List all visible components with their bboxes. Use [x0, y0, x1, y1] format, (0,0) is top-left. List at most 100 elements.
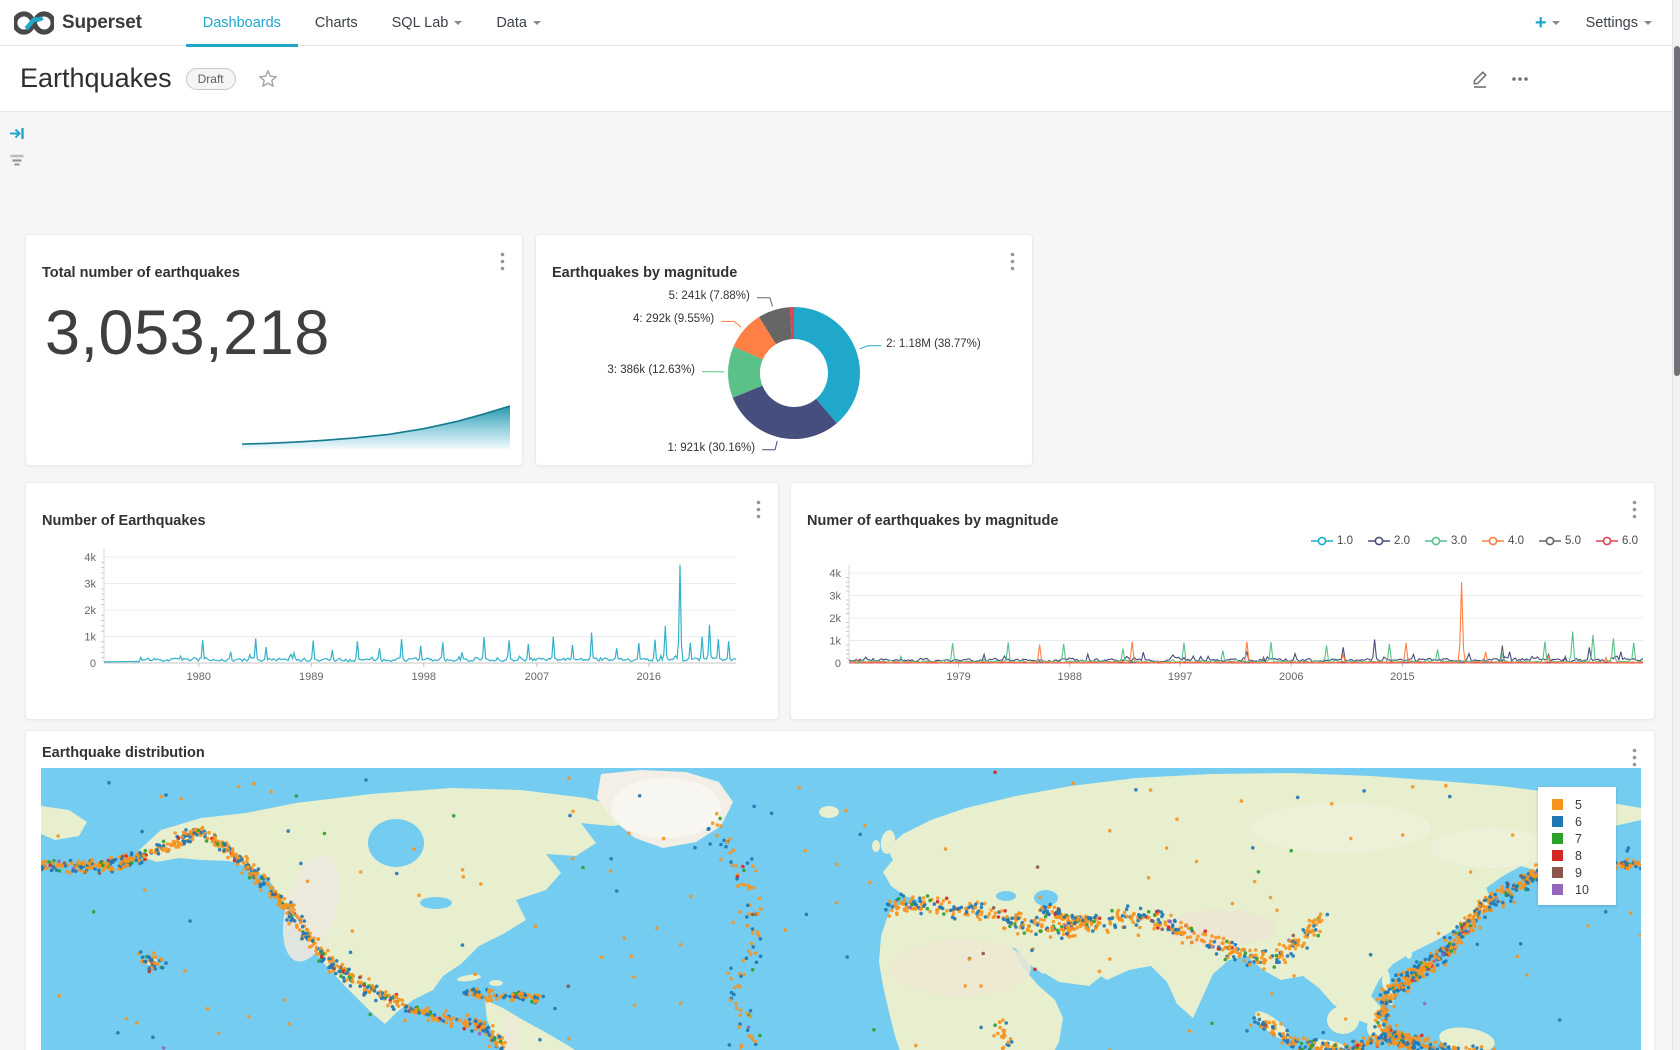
- legend-label: 2.0: [1394, 535, 1410, 547]
- legend-swatch: [1552, 884, 1563, 895]
- pie-callout-label: 5: 241k (7.88%): [668, 289, 750, 302]
- chart-title: Numer of earthquakes by magnitude: [807, 513, 1059, 529]
- legend-label: 5: [1575, 797, 1582, 812]
- legend-swatch: [1552, 867, 1563, 878]
- nav-item-sql-lab[interactable]: SQL Lab: [375, 0, 480, 46]
- chart-title: Total number of earthquakes: [42, 265, 240, 281]
- map-legend-item-10: 10: [1552, 881, 1616, 898]
- card-number-of-earthquakes: Number of Earthquakes 0 1k 2k 3k 4k 1980 1989 1…: [25, 482, 779, 720]
- map-legend-item-9: 9: [1552, 864, 1616, 881]
- dashboard-header: Earthquakes Draft: [0, 46, 1680, 112]
- pie-callout-label: 4: 292k (9.55%): [633, 313, 715, 326]
- legend-item-6.0[interactable]: 6.0: [1596, 535, 1638, 547]
- chart-title: Earthquakes by magnitude: [552, 265, 738, 281]
- pie-slice-5: [759, 307, 792, 345]
- y-axis-tick-label: 1k: [829, 636, 841, 648]
- chart-options-menu-icon[interactable]: [1005, 251, 1019, 271]
- legend-item-4.0[interactable]: 4.0: [1482, 535, 1524, 547]
- earthquake-dots: [41, 770, 1641, 1050]
- legend-item-2.0[interactable]: 2.0: [1368, 535, 1410, 547]
- y-axis-tick-label: 0: [835, 658, 841, 670]
- pie-slice-2: [794, 307, 861, 424]
- favorite-star-icon[interactable]: [258, 69, 278, 89]
- chart-title: Number of Earthquakes: [42, 513, 206, 529]
- nav-item-label: Dashboards: [202, 14, 281, 31]
- vertical-scrollbar[interactable]: [1672, 0, 1680, 1050]
- map-legend-item-7: 7: [1552, 830, 1616, 847]
- chart-options-menu-icon[interactable]: [1627, 747, 1641, 767]
- chart-options-menu-icon[interactable]: [751, 499, 765, 519]
- pie-callout-label: 1: 921k (30.16%): [667, 441, 756, 454]
- brand-name: Superset: [62, 11, 142, 33]
- donut-chart: 2: 1.18M (38.77%) 1: 921k (30.16%) 3: 386k…: [536, 235, 1032, 465]
- pie-slice-1: [732, 385, 837, 439]
- plus-icon: +: [1534, 11, 1547, 34]
- legend-label: 3.0: [1451, 535, 1467, 547]
- legend-label: 1.0: [1337, 535, 1353, 547]
- chart-options-menu-icon[interactable]: [495, 251, 509, 271]
- y-axis-tick-label: 1k: [84, 632, 96, 644]
- x-axis-tick-label: 2015: [1390, 671, 1414, 683]
- superset-brand[interactable]: Superset: [14, 10, 142, 36]
- card-earthquake-distribution: Earthquake distribution: [25, 730, 1655, 1050]
- nav-item-dashboards[interactable]: Dashboards: [185, 0, 299, 47]
- legend-swatch: [1552, 816, 1563, 827]
- chart-legend: 1.0 2.0 3.0 4.0 5.0 6.0: [1311, 535, 1638, 547]
- y-axis-tick-label: 0: [90, 658, 96, 670]
- big-number-value: 3,053,218: [45, 298, 330, 368]
- x-axis-tick-label: 1989: [299, 671, 323, 683]
- chevron-down-icon: [532, 20, 541, 29]
- superset-logo-icon: [14, 10, 54, 36]
- legend-item-3.0[interactable]: 3.0: [1425, 535, 1467, 547]
- x-axis-tick-label: 1988: [1057, 671, 1081, 683]
- timeseries-chart: 0 1k 2k 3k 4k 1980 1989 1998 2007 2016: [26, 483, 778, 719]
- expand-filter-bar-button[interactable]: [9, 126, 25, 141]
- filter-icon: [9, 154, 25, 167]
- chevron-down-icon: [454, 20, 463, 29]
- settings-label: Settings: [1585, 14, 1638, 31]
- chevron-down-icon: [1644, 20, 1652, 29]
- scrollbar-thumb[interactable]: [1674, 46, 1680, 376]
- nav-item-data[interactable]: Data: [479, 0, 558, 46]
- y-axis-tick-label: 2k: [84, 605, 96, 617]
- more-options-button[interactable]: [1510, 69, 1530, 89]
- page-title: Earthquakes: [20, 63, 172, 93]
- y-axis-tick-label: 4k: [829, 568, 841, 580]
- pie-slice-3: [728, 346, 763, 398]
- y-axis-tick-label: 4k: [84, 552, 96, 564]
- x-axis-tick-label: 1998: [412, 671, 436, 683]
- world-map[interactable]: [41, 768, 1641, 1050]
- dashboard-grid: Total number of earthquakes 3,053,218 Ea…: [0, 112, 1680, 1050]
- x-axis-tick-label: 2016: [637, 671, 661, 683]
- nav-item-label: Data: [496, 14, 527, 31]
- legend-item-1.0[interactable]: 1.0: [1311, 535, 1353, 547]
- pie-slice-6: [789, 307, 794, 340]
- y-axis-tick-label: 3k: [829, 591, 841, 603]
- chart-options-menu-icon[interactable]: [1627, 499, 1641, 519]
- y-axis-tick-label: 3k: [84, 579, 96, 591]
- legend-item-5.0[interactable]: 5.0: [1539, 535, 1581, 547]
- nav-item-charts[interactable]: Charts: [298, 0, 375, 46]
- nav-item-label: Charts: [314, 14, 358, 31]
- chevron-down-icon: [1551, 20, 1560, 29]
- legend-label: 6: [1575, 814, 1582, 829]
- chart-title: Earthquake distribution: [42, 745, 205, 761]
- legend-label: 10: [1575, 882, 1589, 897]
- map-legend-item-8: 8: [1552, 847, 1616, 864]
- map-terrain-patches: [282, 778, 1551, 1050]
- x-axis-tick-label: 2006: [1279, 671, 1303, 683]
- trend-sparkline: [241, 405, 511, 449]
- map-legend: 5 6 7 8 9 10: [1538, 787, 1616, 905]
- y-axis-tick-label: 2k: [829, 613, 841, 625]
- legend-swatch: [1552, 833, 1563, 844]
- legend-swatch: [1552, 850, 1563, 861]
- card-earthquakes-by-magnitude-lines: Numer of earthquakes by magnitude 1.0 2.0…: [790, 482, 1655, 720]
- legend-label: 6.0: [1622, 535, 1638, 547]
- new-item-button[interactable]: +: [1535, 13, 1560, 33]
- x-axis-tick-label: 1997: [1168, 671, 1192, 683]
- legend-swatch: [1552, 799, 1563, 810]
- pie-callout-label: 2: 1.18M (38.77%): [886, 337, 981, 350]
- edit-dashboard-button[interactable]: [1470, 68, 1490, 89]
- x-axis-tick-label: 1979: [946, 671, 970, 683]
- settings-menu[interactable]: Settings: [1586, 15, 1652, 31]
